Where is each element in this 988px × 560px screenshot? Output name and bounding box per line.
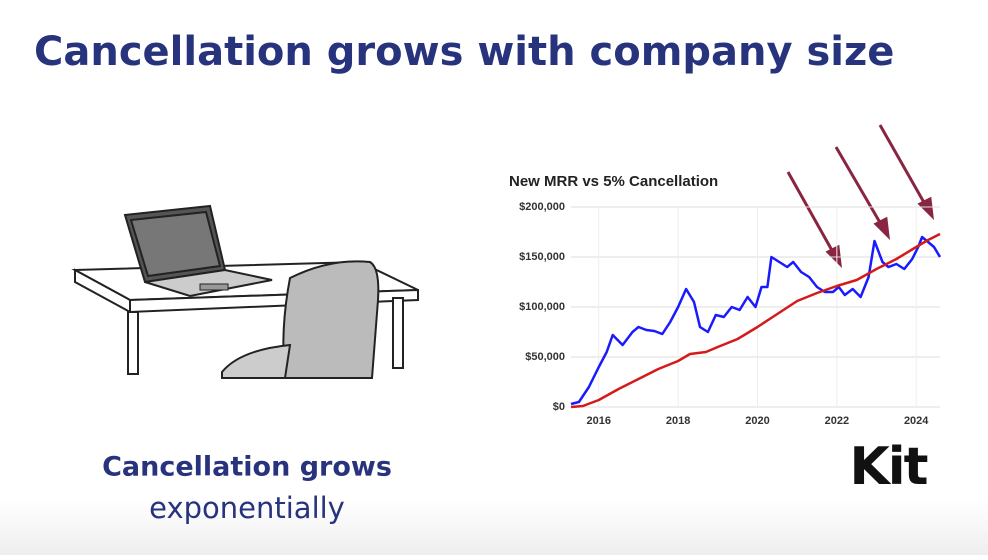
y-tick-label: $200,000: [519, 201, 565, 213]
y-tick-label: $50,000: [525, 351, 565, 363]
x-tick-label: 2018: [666, 415, 690, 427]
slide-title: Cancellation grows with company size: [34, 29, 894, 75]
x-tick-label: 2020: [745, 415, 769, 427]
logo: Kit: [850, 437, 928, 497]
x-tick-label: 2022: [825, 415, 849, 427]
caption-line: Cancellation grows: [102, 452, 392, 483]
caption-line: exponentially: [149, 491, 345, 525]
y-tick-label: $0: [553, 401, 565, 413]
y-tick-label: $100,000: [519, 301, 565, 313]
data-line: [570, 235, 942, 406]
arrows: [786, 124, 934, 269]
x-tick-label: 2016: [587, 415, 611, 427]
desk-illustration: [71, 204, 419, 379]
data-line: [570, 232, 941, 409]
background: [0, 500, 988, 555]
x-tick-label: 2024: [904, 415, 929, 427]
chart-title: New MRR vs 5% Cancellation: [509, 173, 718, 190]
y-tick-label: $150,000: [519, 251, 565, 263]
